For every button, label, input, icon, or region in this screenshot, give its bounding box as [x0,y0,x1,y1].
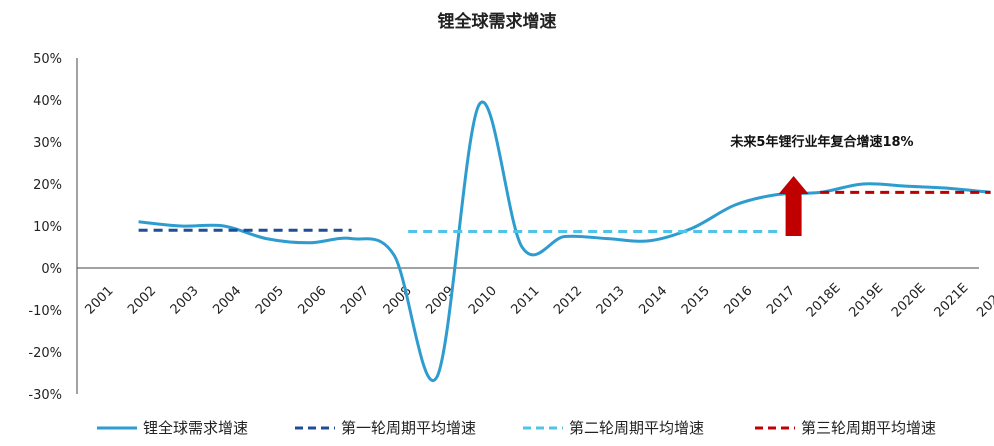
x-tick-label: 2017 [764,284,798,318]
legend-label-0: 锂全球需求增速 [143,419,248,437]
y-tick-label: 50% [33,52,62,67]
series-layer [138,100,991,382]
x-tick-label: 2012 [551,284,585,318]
x-tick-label: 2004 [210,284,244,318]
x-tick-label: 2016 [722,284,756,318]
series-line-0 [138,100,991,382]
y-tick-label: 20% [33,178,62,193]
x-tick-label: 2005 [253,284,287,318]
x-tick-label: 2007 [338,284,372,318]
x-tick-label: 2022E [974,281,994,321]
x-tick-label: 2006 [296,284,330,318]
y-tick-label: 0% [41,262,62,277]
x-tick-label: 2015 [679,284,713,318]
x-axis-ticks: 2001 2002 2003 2004 2005 2006 2007 2008 2009 2010… [83,281,994,321]
legend: 锂全球需求增速 第一轮周期平均增速 第二轮周期平均增速 第三轮周期平均增速 [97,419,936,437]
x-tick-label: 2010 [466,284,500,318]
chart-title: 锂全球需求增速 [438,11,557,32]
x-tick-label: 2014 [636,284,670,318]
annotation-text: 未来5年锂行业年复合增速18% [729,134,913,150]
legend-label-3: 第三轮周期平均增速 [801,419,936,437]
legend-label-1: 第一轮周期平均增速 [341,419,476,437]
y-tick-label: -10% [28,304,62,319]
y-tick-label: -30% [28,388,62,403]
y-tick-label: 10% [33,220,62,235]
legend-label-2: 第二轮周期平均增速 [569,419,704,437]
y-tick-label: 30% [33,136,62,151]
y-tick-label: -20% [28,346,62,361]
annotation: 未来5年锂行业年复合增速18% [729,134,914,236]
x-tick-label: 2013 [594,284,628,318]
y-tick-label: 40% [33,94,62,109]
up-arrow-icon [778,176,809,236]
axes [76,58,979,394]
x-tick-label: 2018E [804,281,844,321]
y-axis-ticks: 50% 40% 30% 20% 10% 0% -10% -20% -30% [28,52,62,403]
x-tick-label: 2001 [83,284,117,318]
x-tick-label: 2002 [125,284,159,318]
x-tick-label: 2020E [889,281,929,321]
x-tick-label: 2003 [168,284,202,318]
x-tick-label: 2021E [932,281,972,321]
x-tick-label: 2011 [509,284,543,318]
x-tick-label: 2019E [846,281,886,321]
